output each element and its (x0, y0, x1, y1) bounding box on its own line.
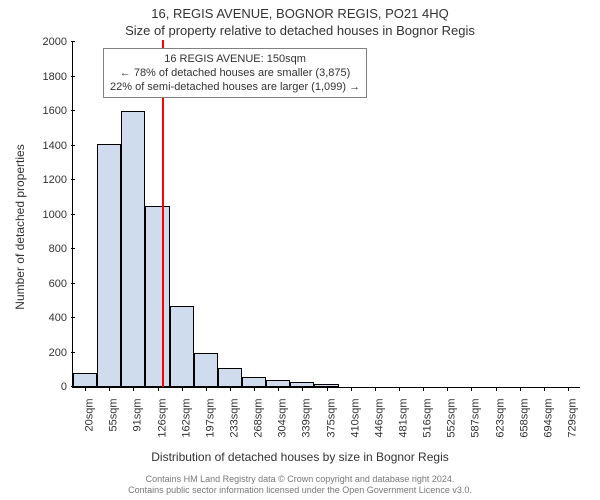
chart-plot-area: 020040060080010001200140016001800200020s… (72, 42, 580, 388)
y-tick: 1600 (31, 106, 67, 116)
y-tick: 1200 (31, 175, 67, 185)
x-axis-label: Distribution of detached houses by size … (0, 450, 600, 464)
x-tick: 552sqm (447, 399, 458, 447)
x-tick-mark (544, 387, 545, 391)
footer-line-1: Contains HM Land Registry data © Crown c… (146, 474, 455, 484)
y-tick: 400 (31, 313, 67, 323)
y-axis-label: Number of detached properties (13, 127, 27, 327)
y-tick: 1800 (31, 72, 67, 82)
x-tick-mark (109, 387, 110, 391)
x-tick: 233sqm (229, 399, 240, 447)
x-tick-mark (375, 387, 376, 391)
x-tick-mark (254, 387, 255, 391)
y-tick: 200 (31, 348, 67, 358)
x-tick-mark (158, 387, 159, 391)
x-tick: 410sqm (350, 399, 361, 447)
x-tick-mark (327, 387, 328, 391)
x-tick-mark (302, 387, 303, 391)
x-tick: 587sqm (471, 399, 482, 447)
annotation-line: ← 78% of detached houses are smaller (3,… (110, 66, 360, 80)
x-tick: 91sqm (133, 399, 144, 447)
page-title-line1: 16, REGIS AVENUE, BOGNOR REGIS, PO21 4HQ (0, 6, 600, 21)
x-tick: 481sqm (398, 399, 409, 447)
y-tick: 1000 (31, 210, 67, 220)
x-tick-mark (206, 387, 207, 391)
y-tick: 800 (31, 244, 67, 254)
x-tick: 516sqm (423, 399, 434, 447)
x-tick: 20sqm (85, 399, 96, 447)
x-tick-mark (278, 387, 279, 391)
x-tick: 446sqm (374, 399, 385, 447)
annotation-line: 22% of semi-detached houses are larger (… (110, 80, 360, 94)
x-tick-mark (568, 387, 569, 391)
x-tick-mark (496, 387, 497, 391)
histogram-bar (170, 306, 194, 387)
x-tick-mark (423, 387, 424, 391)
histogram-bar (97, 144, 121, 387)
histogram-bar (194, 353, 218, 388)
histogram-bar (266, 380, 290, 387)
x-tick-mark (447, 387, 448, 391)
x-tick: 658sqm (519, 399, 530, 447)
x-tick: 339sqm (302, 399, 313, 447)
histogram-bar (242, 377, 266, 387)
x-tick-mark (351, 387, 352, 391)
footer-line-2: Contains public sector information licen… (128, 485, 472, 495)
x-tick: 268sqm (254, 399, 265, 447)
histogram-bar (121, 111, 145, 387)
x-tick-mark (85, 387, 86, 391)
y-tick: 2000 (31, 37, 67, 47)
histogram-bar (218, 368, 242, 387)
x-tick: 623sqm (495, 399, 506, 447)
x-tick-mark (471, 387, 472, 391)
annotation-line: 16 REGIS AVENUE: 150sqm (110, 52, 360, 66)
x-tick-mark (230, 387, 231, 391)
x-tick: 375sqm (326, 399, 337, 447)
x-tick: 729sqm (567, 399, 578, 447)
x-tick: 694sqm (543, 399, 554, 447)
x-tick-mark (182, 387, 183, 391)
x-tick-mark (133, 387, 134, 391)
x-tick-mark (520, 387, 521, 391)
y-tick: 1400 (31, 141, 67, 151)
x-tick: 126sqm (157, 399, 168, 447)
histogram-bar (73, 373, 97, 387)
histogram-bar (145, 206, 169, 387)
footer-attribution: Contains HM Land Registry data © Crown c… (0, 474, 600, 496)
x-tick: 55sqm (109, 399, 120, 447)
y-tick: 600 (31, 279, 67, 289)
y-tick: 0 (31, 382, 67, 392)
annotation-box: 16 REGIS AVENUE: 150sqm← 78% of detached… (103, 48, 367, 98)
page-title-line2: Size of property relative to detached ho… (0, 23, 600, 38)
x-tick: 162sqm (181, 399, 192, 447)
x-tick: 304sqm (278, 399, 289, 447)
x-tick: 197sqm (205, 399, 216, 447)
x-tick-mark (399, 387, 400, 391)
